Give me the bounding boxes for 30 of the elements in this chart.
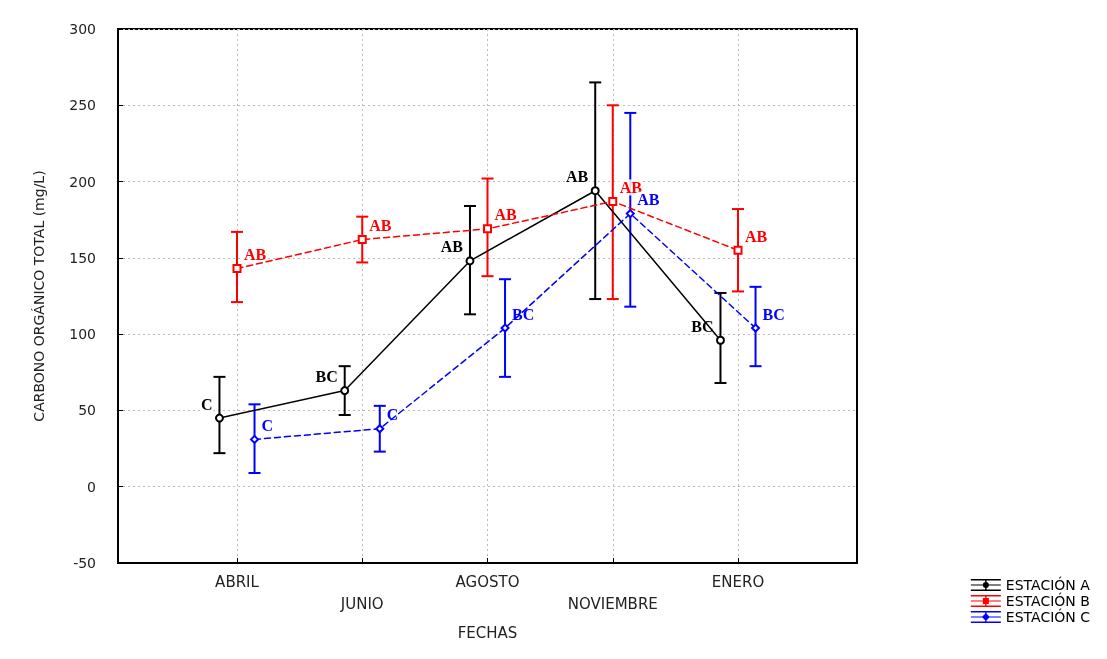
data-label: BC [512, 305, 535, 323]
x-tick-label: AGOSTO [455, 573, 520, 591]
data-label: AB [745, 227, 768, 245]
data-label: AB [369, 217, 392, 235]
data-label: AB [637, 191, 660, 209]
data-label: AB [243, 246, 267, 264]
y-tick-label: -50 [73, 555, 96, 571]
y-tick-label: 0 [87, 478, 96, 495]
legend-label: ESTACIÓN B [1005, 592, 1090, 609]
x-tick-label: NOVIEMBRE [567, 595, 658, 613]
y-tick-label: 50 [78, 402, 96, 419]
x-tick-label: JUNIO [339, 595, 384, 613]
x-tick-label: ABRIL [215, 573, 260, 591]
legend-label: ESTACIÓN A [1005, 576, 1091, 593]
data-label: C [261, 416, 274, 434]
data-label: BC [315, 368, 338, 386]
data-label: AB [440, 238, 464, 256]
data-label: C [200, 395, 213, 413]
y-tick-label: 300 [69, 21, 96, 37]
data-label: BC [762, 305, 785, 323]
y-axis-title: CARBONO ORGÁNICO TOTAL (mg/L) [31, 170, 47, 422]
data-label: AB [494, 206, 518, 224]
legend-label: ESTACIÓN C [1005, 608, 1091, 625]
y-tick-label: 150 [69, 249, 96, 266]
data-label: AB [565, 168, 589, 186]
y-tick-label: 250 [69, 97, 96, 114]
x-axis-title: FECHAS [457, 623, 518, 642]
y-tick-label: 200 [69, 173, 96, 190]
x-tick-label: ENERO [711, 573, 765, 591]
y-tick-label: 100 [69, 326, 96, 343]
